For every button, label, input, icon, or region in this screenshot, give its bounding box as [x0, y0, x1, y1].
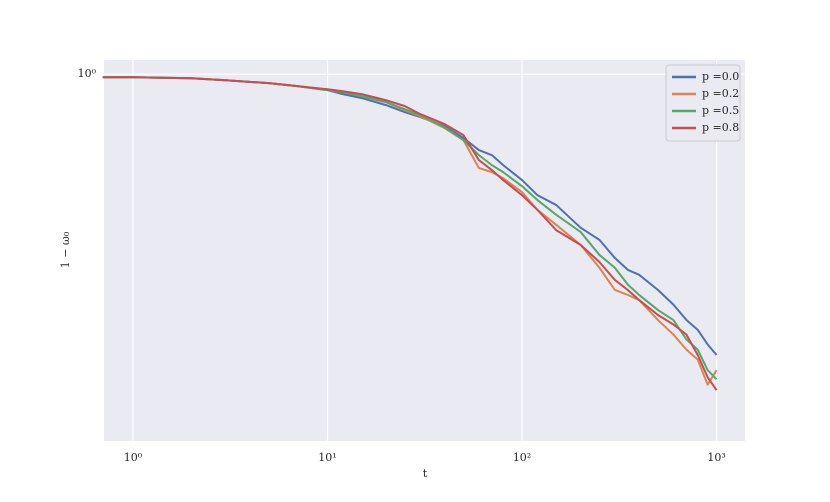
x-tick-label: 10²: [513, 451, 531, 464]
legend-label: p =0.8: [702, 121, 739, 134]
y-tick-label: 10⁰: [78, 67, 97, 80]
legend-label: p =0.0: [702, 70, 739, 83]
x-tick-label: 10⁰: [124, 451, 143, 464]
x-tick-label: 10³: [707, 451, 725, 464]
legend-label: p =0.5: [702, 104, 739, 117]
line: [102, 76, 718, 391]
x-tick-label: 10¹: [318, 451, 336, 464]
legend-label: p =0.2: [702, 87, 739, 100]
plot-area: [104, 60, 745, 441]
legend: p =0.0 p =0.2 p =0.5 p =0.8: [665, 64, 741, 142]
y-axis-label: 1 − ω₀: [59, 231, 72, 268]
x-axis-label: t: [423, 467, 428, 480]
legend-box: [665, 64, 741, 142]
